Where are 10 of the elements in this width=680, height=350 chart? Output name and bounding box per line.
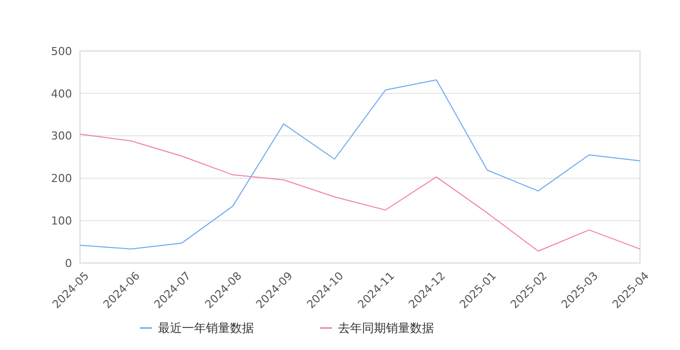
y-tick-label: 0 bbox=[65, 256, 72, 270]
y-tick-label: 100 bbox=[51, 214, 72, 228]
legend-label: 最近一年销量数据 bbox=[158, 321, 254, 336]
y-tick-label: 400 bbox=[51, 87, 72, 100]
y-tick-label: 300 bbox=[51, 130, 72, 143]
y-tick-label: 200 bbox=[51, 172, 72, 186]
legend-label: 去年同期销量数据 bbox=[338, 321, 434, 336]
line-series bbox=[80, 79, 640, 250]
line-series bbox=[80, 134, 640, 252]
y-tick-label: 500 bbox=[51, 44, 72, 58]
